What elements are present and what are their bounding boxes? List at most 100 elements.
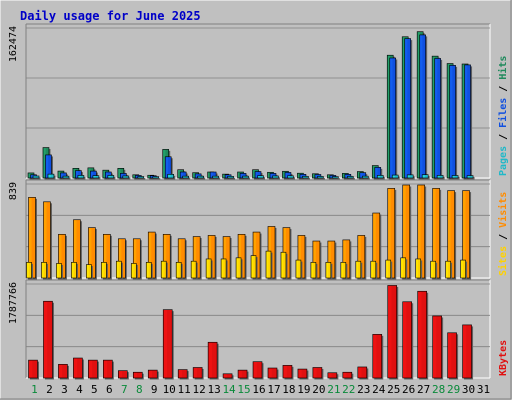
panel-max-label: 1787766 bbox=[8, 282, 19, 324]
x-tick-label: 26 bbox=[402, 383, 415, 396]
bar-sites-day-14 bbox=[221, 259, 228, 280]
bar-kbytes-day-1 bbox=[29, 360, 40, 379]
bar-sites-day-30 bbox=[461, 260, 468, 279]
x-tick-label: 30 bbox=[462, 383, 475, 396]
x-tick-label: 2 bbox=[46, 383, 53, 396]
bar-kbytes-day-18 bbox=[283, 365, 294, 379]
x-tick-label: 6 bbox=[106, 383, 113, 396]
panel-hits-files-pages: 162474 Pages / Files / Hits bbox=[8, 24, 509, 180]
bar-sites-day-1 bbox=[27, 262, 34, 279]
bar-kbytes-day-7 bbox=[118, 371, 129, 380]
panel-kbytes: 1787766 KBytes bbox=[8, 280, 509, 380]
bar-sites-day-7 bbox=[116, 261, 123, 279]
bar-sites-day-19 bbox=[296, 260, 303, 279]
bar-sites-day-2 bbox=[41, 262, 48, 279]
x-tick-label: 25 bbox=[387, 383, 400, 396]
bar-kbytes-day-23 bbox=[358, 367, 369, 380]
bar-sites-day-11 bbox=[176, 262, 183, 279]
bar-files-day-29 bbox=[450, 65, 458, 179]
x-tick-label: 9 bbox=[151, 383, 158, 396]
bar-kbytes-day-16 bbox=[253, 362, 263, 380]
bar-sites-day-13 bbox=[206, 259, 213, 280]
bar-sites-day-10 bbox=[161, 261, 168, 279]
x-tick-label: 8 bbox=[136, 383, 143, 396]
legend-separator: / bbox=[498, 128, 509, 146]
x-tick-label: 13 bbox=[207, 383, 220, 396]
bar-kbytes-day-3 bbox=[58, 364, 69, 379]
chart-title: Daily usage for June 2025 bbox=[20, 9, 201, 23]
bar-sites-day-5 bbox=[86, 265, 93, 280]
bar-sites-day-18 bbox=[281, 252, 288, 279]
x-tick-label: 11 bbox=[178, 383, 191, 396]
bar-sites-day-26 bbox=[401, 258, 408, 280]
bar-kbytes-day-11 bbox=[178, 370, 189, 380]
x-tick-label: 24 bbox=[372, 383, 386, 396]
bar-kbytes-day-30 bbox=[463, 325, 474, 380]
bar-kbytes-day-13 bbox=[208, 342, 219, 379]
x-tick-label: 14 bbox=[222, 383, 236, 396]
panel-legend: Sites / Visits bbox=[497, 192, 509, 276]
bar-sites-day-3 bbox=[56, 263, 63, 279]
legend-pages: Pages bbox=[498, 146, 509, 176]
bar-kbytes-day-12 bbox=[193, 367, 204, 379]
x-tick-label: 4 bbox=[76, 383, 83, 396]
bar-kbytes-day-15 bbox=[238, 370, 249, 379]
x-tick-label: 27 bbox=[417, 383, 430, 396]
x-tick-label: 5 bbox=[91, 383, 98, 396]
panel-legend: KBytes bbox=[498, 340, 509, 376]
bar-sites-day-6 bbox=[101, 262, 108, 279]
bar-sites-day-24 bbox=[371, 261, 378, 279]
x-tick-label: 28 bbox=[432, 383, 445, 396]
x-tick-label: 3 bbox=[61, 383, 68, 396]
x-tick-label: 20 bbox=[312, 383, 325, 396]
bar-sites-day-12 bbox=[191, 261, 198, 279]
bar-kbytes-day-28 bbox=[433, 316, 444, 380]
bar-kbytes-day-25 bbox=[388, 285, 399, 379]
x-tick-label: 23 bbox=[357, 383, 370, 396]
bar-files-day-27 bbox=[420, 35, 428, 180]
legend-kbytes: KBytes bbox=[498, 340, 509, 376]
x-tick-label: 7 bbox=[121, 383, 128, 396]
bar-kbytes-day-29 bbox=[448, 333, 459, 380]
x-tick-label: 15 bbox=[237, 383, 250, 396]
bar-kbytes-day-14 bbox=[223, 374, 234, 380]
legend-hits: Hits bbox=[497, 56, 509, 80]
bar-sites-day-27 bbox=[416, 259, 423, 280]
x-tick-label: 16 bbox=[252, 383, 265, 396]
bar-sites-day-4 bbox=[71, 262, 78, 279]
bar-sites-day-28 bbox=[431, 261, 438, 279]
x-tick-label: 29 bbox=[447, 383, 460, 396]
bar-kbytes-day-24 bbox=[373, 334, 384, 379]
chart-panels: 162474 Pages / Files / Hits 839 Sites / Vis… bbox=[8, 24, 509, 380]
x-tick-label: 12 bbox=[193, 383, 206, 396]
x-tick-label: 22 bbox=[342, 383, 355, 396]
panel-legend: Pages / Files / Hits bbox=[497, 56, 509, 176]
bar-sites-day-23 bbox=[356, 261, 363, 279]
bar-files-day-28 bbox=[435, 58, 443, 179]
bar-sites-day-15 bbox=[236, 258, 243, 280]
x-tick-label: 10 bbox=[163, 383, 176, 396]
bar-files-day-30 bbox=[465, 65, 473, 180]
x-tick-label: 17 bbox=[267, 383, 280, 396]
bar-sites-day-29 bbox=[446, 261, 453, 279]
bar-kbytes-day-20 bbox=[313, 367, 324, 379]
x-tick-label: 1 bbox=[31, 383, 38, 396]
panel-max-label: 839 bbox=[8, 182, 19, 200]
legend-sites: Sites bbox=[497, 246, 509, 276]
panel-visits-sites: 839 Sites / Visits bbox=[8, 180, 509, 280]
bar-kbytes-day-5 bbox=[88, 360, 99, 379]
bar-sites-day-9 bbox=[146, 262, 153, 279]
bar-kbytes-day-26 bbox=[403, 302, 414, 380]
bar-files-day-26 bbox=[405, 39, 413, 180]
bar-sites-day-25 bbox=[386, 260, 393, 279]
panel-max-label: 162474 bbox=[8, 26, 19, 62]
bar-kbytes-day-4 bbox=[73, 358, 84, 379]
x-tick-label: 18 bbox=[282, 383, 295, 396]
bar-kbytes-day-2 bbox=[43, 301, 54, 379]
x-tick-label: 31 bbox=[477, 383, 490, 396]
bar-kbytes-day-27 bbox=[418, 291, 429, 379]
bar-sites-day-20 bbox=[311, 262, 318, 279]
legend-visits: Visits bbox=[497, 192, 509, 228]
bar-kbytes-day-19 bbox=[298, 369, 309, 379]
bar-kbytes-day-17 bbox=[268, 368, 279, 379]
